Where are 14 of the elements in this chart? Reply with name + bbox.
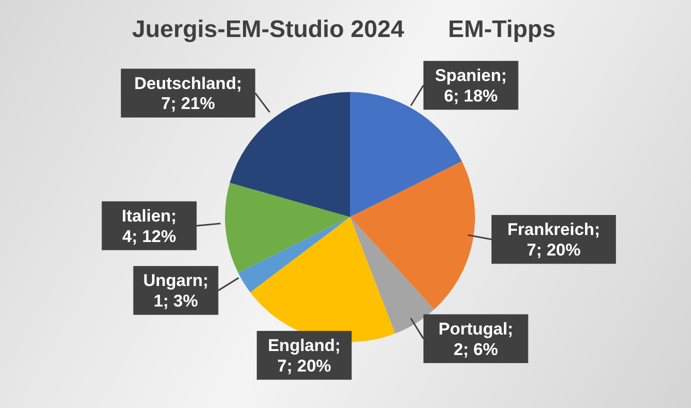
- pie-slice: [230, 92, 350, 217]
- chart-title: Juergis-EM-Studio 2024: [132, 16, 404, 44]
- pie-slice: [350, 161, 475, 310]
- chart-subtitle: EM-Tipps: [448, 16, 556, 44]
- slice-label: England: [268, 336, 335, 356]
- pie-slice: [225, 182, 350, 273]
- slice-label: Ungarn: [143, 271, 203, 290]
- slice-label: Deutschland: [134, 74, 236, 93]
- pie-slice: [238, 217, 350, 292]
- slice-label: Portugal: [438, 319, 508, 338]
- slice-label: Spanien: [434, 66, 502, 86]
- slice-label: Italien: [122, 206, 171, 226]
- slice-label: Frankreich: [507, 220, 594, 240]
- pie-slice: [350, 217, 434, 334]
